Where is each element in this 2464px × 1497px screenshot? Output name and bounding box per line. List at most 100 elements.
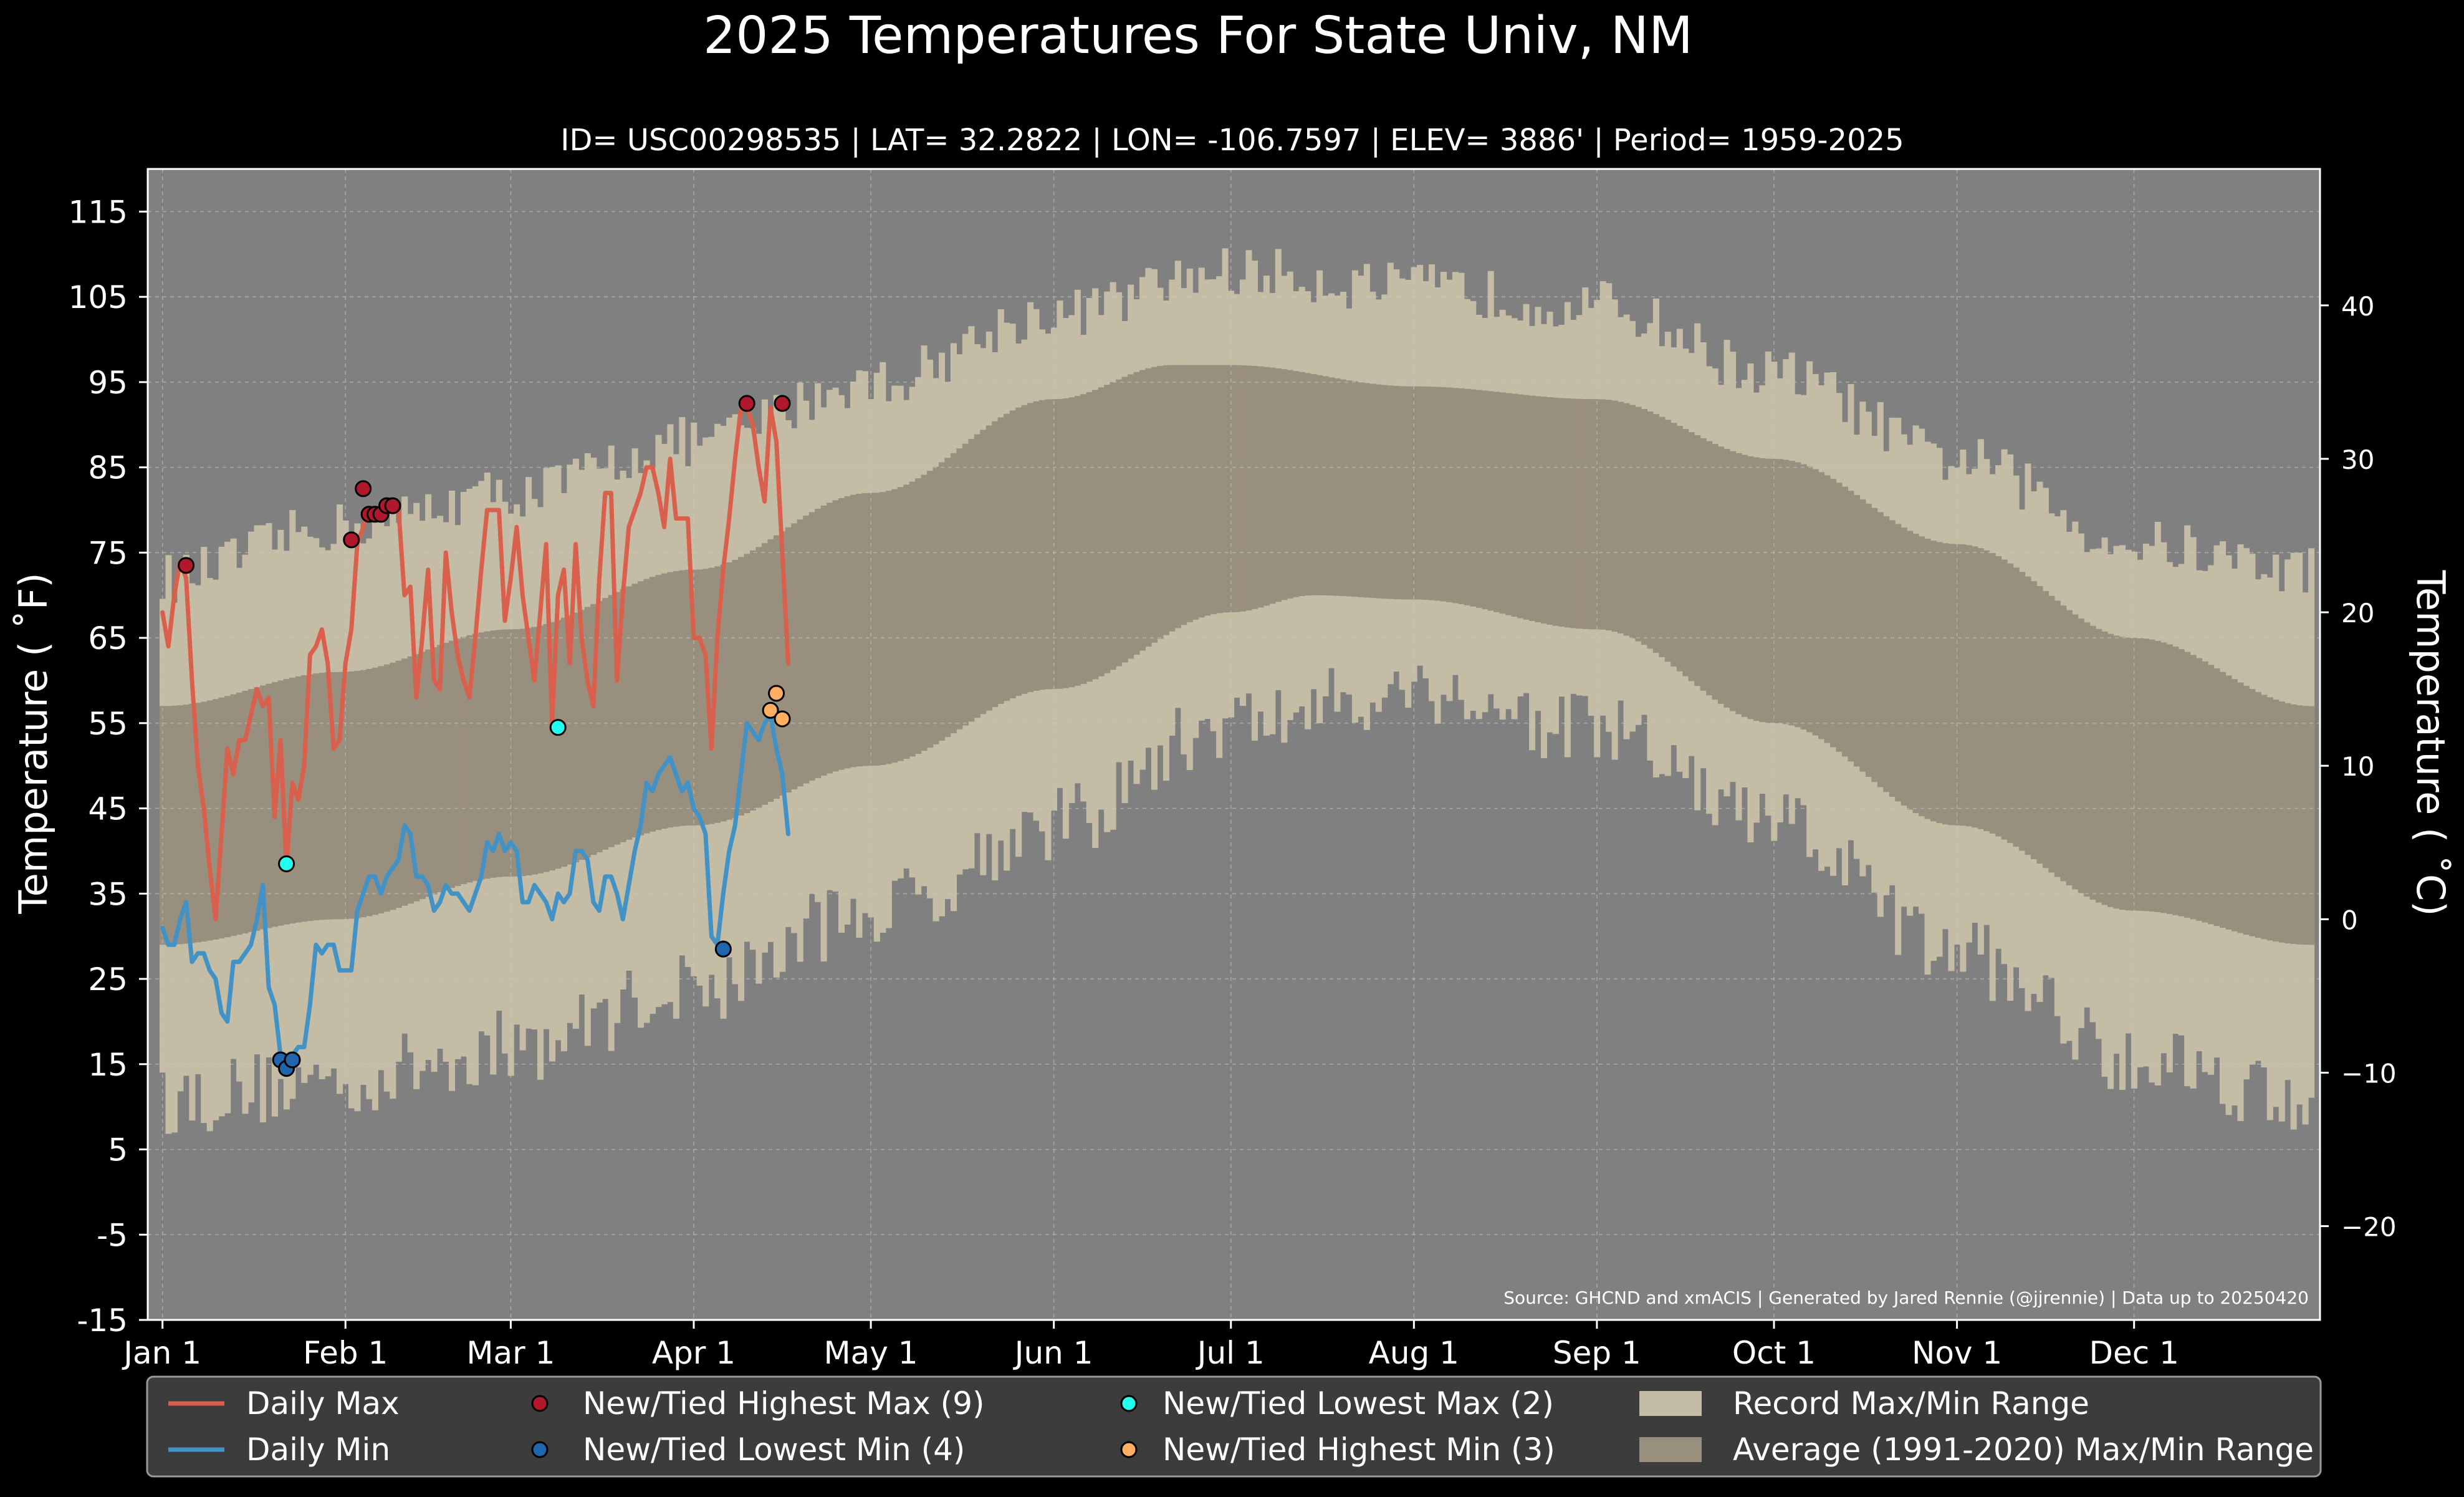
normal-range-bar <box>1452 388 1459 604</box>
normal-range-bar <box>1169 365 1176 632</box>
normal-range-bar <box>1694 435 1701 686</box>
normal-range-bar <box>643 579 650 834</box>
normal-range-bar <box>2125 637 2132 911</box>
legend-swatch-new-tied-highest-min-3 <box>1120 1441 1138 1458</box>
normal-range-bar <box>1015 407 1022 696</box>
normal-range-bar <box>1907 531 1914 810</box>
normal-range-bar <box>608 595 615 847</box>
normal-range-bar <box>2284 703 2291 943</box>
normal-range-bar <box>366 668 373 917</box>
normal-range-bar <box>797 519 803 787</box>
normal-range-bar <box>224 696 231 938</box>
normal-range-bar <box>927 471 934 748</box>
normal-range-bar <box>1192 365 1199 620</box>
normal-range-bar <box>856 493 863 767</box>
normal-range-bar <box>1824 475 1831 743</box>
x-tick-label: Oct 1 <box>1732 1335 1816 1371</box>
normal-range-bar <box>1298 372 1305 597</box>
normal-range-bar <box>1198 365 1205 618</box>
normal-range-bar <box>1381 385 1388 599</box>
y-tick-label-left: 105 <box>69 279 128 315</box>
normal-range-bar <box>980 430 987 715</box>
normal-range-bar <box>254 687 261 931</box>
normal-range-bar <box>1977 548 1984 829</box>
normal-range-bar <box>1712 443 1719 700</box>
new-lowest-min-marker <box>714 940 732 958</box>
normal-range-bar <box>1682 429 1689 676</box>
normal-range-bar <box>2066 610 2073 886</box>
normal-range-bar <box>1074 395 1081 686</box>
normal-range-bar <box>1735 453 1742 715</box>
normal-range-bar <box>1930 541 1937 822</box>
normal-range-bar <box>1116 379 1123 667</box>
normal-range-bar <box>661 573 668 829</box>
normal-range-bar <box>1133 372 1140 655</box>
normal-range-bar <box>2119 637 2126 910</box>
normal-range-bar <box>820 505 827 776</box>
normal-range-bar <box>1080 394 1087 684</box>
normal-range-bar <box>673 570 679 827</box>
normal-range-bar <box>2184 652 2191 918</box>
normal-range-bar <box>838 498 845 770</box>
normal-range-bar <box>1369 383 1376 599</box>
normal-range-bar <box>360 670 367 918</box>
normal-range-bar <box>2142 638 2149 912</box>
normal-range-bar <box>390 662 396 910</box>
y-tick-label-right: 20 <box>2341 598 2374 628</box>
normal-range-bar <box>1664 420 1671 662</box>
normal-range-bar <box>537 625 544 874</box>
normal-range-bar <box>2001 559 2008 840</box>
legend-label-new-tied-highest-max-9: New/Tied Highest Max (9) <box>583 1385 985 1422</box>
x-tick-label: May 1 <box>824 1335 918 1371</box>
normal-range-bar <box>1387 385 1394 599</box>
normal-range-bar <box>1358 382 1364 597</box>
x-tick-label: Jan 1 <box>122 1335 201 1371</box>
normal-range-bar <box>1582 398 1589 629</box>
normal-range-bar <box>897 487 904 761</box>
normal-range-bar <box>974 434 980 718</box>
normal-range-bar <box>1523 395 1530 620</box>
normal-range-bar <box>2202 661 2208 923</box>
new-lowest-min-marker <box>284 1051 301 1069</box>
normal-range-bar <box>348 671 355 919</box>
normal-range-bar <box>1257 366 1264 608</box>
normal-range-bar <box>1275 368 1282 602</box>
normal-range-bar <box>1027 403 1034 693</box>
y-tick-label-left: 15 <box>88 1047 128 1083</box>
normal-range-bar <box>1877 512 1884 787</box>
normal-range-bar <box>1038 400 1046 690</box>
normal-range-bar <box>702 569 709 825</box>
normal-range-bar <box>1470 389 1477 607</box>
legend-label-new-tied-lowest-min-4: New/Tied Lowest Min (4) <box>583 1432 965 1468</box>
normal-range-bar <box>696 569 703 826</box>
normal-range-bar <box>1618 402 1624 633</box>
normal-range-bar <box>1995 556 2002 837</box>
normal-range-bar <box>968 439 975 722</box>
normal-range-bar <box>1511 393 1518 617</box>
normal-range-bar <box>2166 644 2173 914</box>
normal-range-bar <box>2096 628 2102 903</box>
normal-range-bar <box>395 660 402 908</box>
normal-range-bar <box>277 680 284 926</box>
normal-range-bar <box>2213 668 2220 927</box>
legend-label-new-tied-highest-min-3: New/Tied Highest Min (3) <box>1162 1432 1555 1468</box>
normal-range-bar <box>1671 423 1677 667</box>
normal-range-bar <box>2019 572 2026 851</box>
legend-swatch-average-1991-2020-max-min-range <box>1639 1437 1702 1462</box>
normal-range-bar <box>1429 387 1436 600</box>
legend-swatch-new-tied-lowest-max-2 <box>1120 1395 1138 1412</box>
normal-range-bar <box>1700 438 1707 691</box>
normal-range-bar <box>206 700 213 941</box>
normal-range-bar <box>1706 441 1713 696</box>
normal-range-bar <box>649 577 656 832</box>
normal-range-bar <box>572 612 579 862</box>
normal-range-bar <box>1812 469 1819 736</box>
normal-range-bar <box>667 572 674 828</box>
normal-range-bar <box>2030 581 2038 860</box>
normal-range-bar <box>1723 449 1730 708</box>
normal-range-bar <box>2237 682 2244 933</box>
normal-range-bar <box>1953 544 1960 826</box>
new-highest-min-marker <box>768 685 785 702</box>
normal-range-bar <box>1222 365 1229 613</box>
normal-range-bar <box>909 481 916 757</box>
